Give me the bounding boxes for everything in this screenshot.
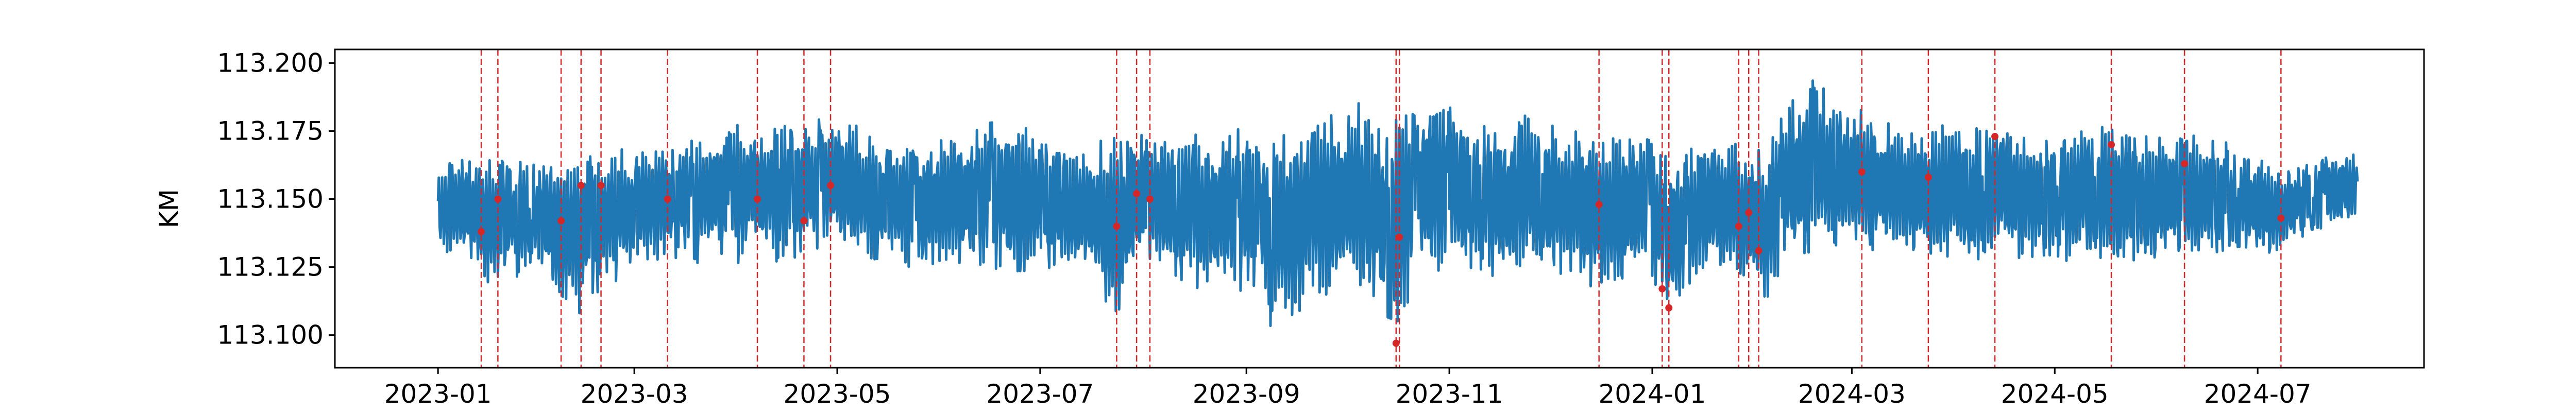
anomaly-point: [1755, 247, 1762, 254]
x-tick-label: 2023-09: [1193, 379, 1300, 409]
x-tick-label: 2024-05: [2001, 379, 2109, 409]
anomaly-point: [494, 195, 502, 203]
anomaly-point: [597, 182, 605, 190]
anomaly-point: [1991, 133, 1999, 141]
x-tick-label: 2023-05: [784, 379, 891, 409]
y-axis-label: KM: [154, 189, 184, 228]
anomaly-point: [827, 182, 835, 190]
x-tick-label: 2024-01: [1599, 379, 1706, 409]
anomaly-point: [1392, 339, 1400, 347]
anomaly-point: [577, 182, 585, 190]
y-tick-label: 113.100: [217, 320, 324, 350]
anomaly-point: [754, 195, 761, 203]
anomaly-point: [1146, 195, 1154, 203]
anomaly-point: [2277, 214, 2285, 222]
x-axis: 2023-01 2023-03 2023-05 2023-07 2023-09 2023-…: [384, 368, 2312, 409]
anomaly-point: [1658, 285, 1666, 293]
y-tick-label: 113.150: [217, 184, 324, 214]
y-axis: 113.100 113.125 113.150 113.175 113.200: [217, 48, 335, 350]
anomaly-point: [478, 228, 485, 235]
anomaly-point: [1665, 304, 1673, 312]
x-tick-label: 2024-07: [2204, 379, 2312, 409]
x-tick-label: 2024-03: [1798, 379, 1906, 409]
anomaly-point: [557, 217, 565, 225]
anomaly-point: [1595, 201, 1603, 209]
anomaly-point: [1113, 222, 1121, 230]
anomaly-point: [1735, 222, 1742, 230]
plot-frame: [334, 48, 2425, 369]
x-tick-label: 2023-01: [384, 379, 492, 409]
x-tick-label: 2023-03: [581, 379, 688, 409]
y-tick-label: 113.175: [217, 116, 324, 146]
x-tick-label: 2023-11: [1396, 379, 1503, 409]
anomaly-point: [800, 217, 808, 225]
anomaly-layer: [478, 49, 2285, 368]
anomaly-point: [1924, 174, 1932, 181]
y-tick-label: 113.200: [217, 48, 324, 78]
anomaly-point: [1858, 168, 1866, 176]
anomaly-point: [1745, 209, 1753, 216]
anomaly-point: [1133, 190, 1141, 197]
x-tick-label: 2023-07: [986, 379, 1094, 409]
anomaly-point: [664, 195, 671, 203]
anomaly-point: [2108, 141, 2115, 148]
anomaly-point: [2181, 160, 2189, 167]
y-tick-label: 113.125: [217, 252, 324, 282]
anomaly-point: [1396, 233, 1403, 241]
